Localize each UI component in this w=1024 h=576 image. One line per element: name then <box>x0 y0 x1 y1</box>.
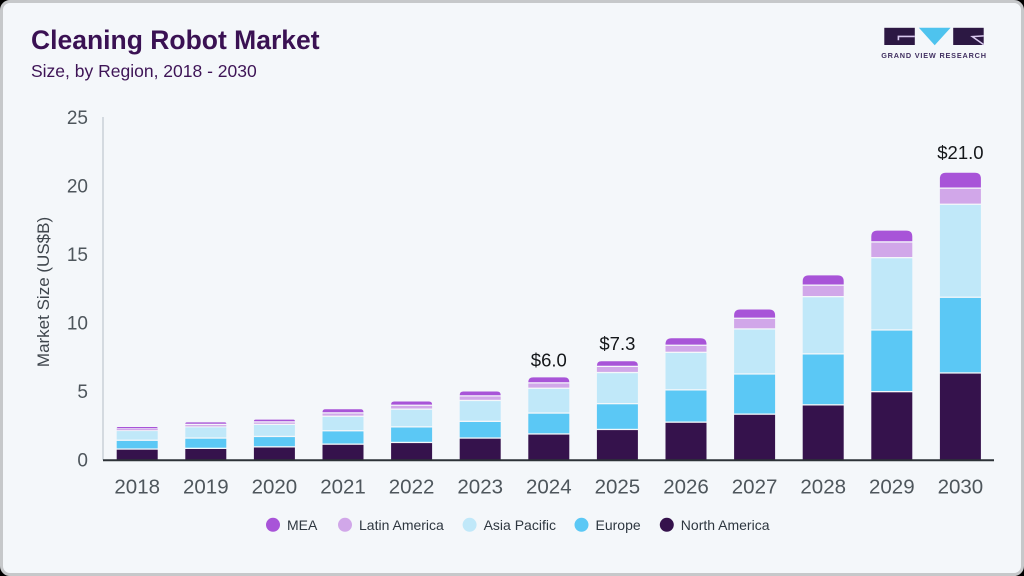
svg-text:Europe: Europe <box>596 517 641 533</box>
svg-text:2018: 2018 <box>114 476 160 499</box>
svg-text:2026: 2026 <box>663 476 709 499</box>
svg-text:2020: 2020 <box>252 476 298 499</box>
svg-text:Latin America: Latin America <box>359 517 444 533</box>
svg-text:$7.3: $7.3 <box>599 333 635 354</box>
svg-text:2024: 2024 <box>526 476 572 499</box>
svg-text:GRAND VIEW RESEARCH: GRAND VIEW RESEARCH <box>881 51 987 60</box>
svg-text:15: 15 <box>67 245 88 266</box>
svg-text:0: 0 <box>77 450 88 471</box>
svg-text:$6.0: $6.0 <box>531 349 567 370</box>
svg-text:MEA: MEA <box>287 517 318 533</box>
svg-text:Asia Pacific: Asia Pacific <box>484 517 556 533</box>
svg-text:20: 20 <box>67 177 88 198</box>
svg-text:2019: 2019 <box>183 476 229 499</box>
svg-text:2023: 2023 <box>457 476 503 499</box>
svg-text:2029: 2029 <box>869 476 915 499</box>
svg-text:10: 10 <box>67 313 88 334</box>
svg-text:2022: 2022 <box>389 476 435 499</box>
svg-text:$21.0: $21.0 <box>937 142 983 163</box>
svg-text:2021: 2021 <box>320 476 366 499</box>
svg-text:5: 5 <box>77 382 88 403</box>
svg-text:2030: 2030 <box>938 476 984 499</box>
svg-text:North America: North America <box>681 517 770 533</box>
svg-text:2025: 2025 <box>595 476 641 499</box>
svg-text:Market Size (US$B): Market Size (US$B) <box>34 217 53 367</box>
svg-text:25: 25 <box>67 108 88 129</box>
svg-text:2027: 2027 <box>732 476 778 499</box>
svg-text:2028: 2028 <box>800 476 846 499</box>
